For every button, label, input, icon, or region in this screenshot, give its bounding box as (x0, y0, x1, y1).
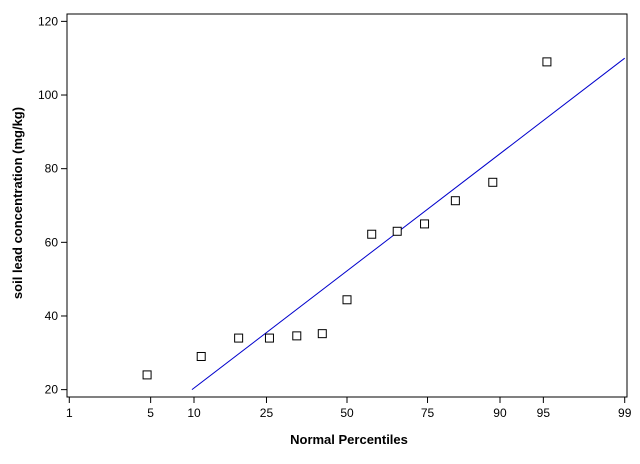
x-tick-label: 25 (260, 406, 274, 420)
y-tick-label: 20 (45, 383, 59, 397)
x-tick-label: 1 (66, 406, 73, 420)
y-tick-label: 60 (45, 235, 59, 249)
plot-frame (66, 13, 628, 398)
x-tick-label: 95 (537, 406, 551, 420)
data-point (367, 229, 377, 239)
data-point (342, 295, 352, 305)
data-point (450, 196, 460, 206)
data-point (317, 329, 327, 339)
y-axis-title: soil lead concentration (mg/kg) (10, 107, 25, 299)
data-point (142, 370, 152, 380)
x-tick-label: 99 (618, 406, 632, 420)
data-point (292, 331, 302, 341)
data-point (542, 57, 552, 67)
y-tick-label: 40 (45, 309, 59, 323)
x-tick-label: 10 (187, 406, 201, 420)
y-tick-label: 80 (45, 162, 59, 176)
data-point (264, 333, 274, 343)
x-tick-label: 90 (493, 406, 507, 420)
x-tick-label: 50 (340, 406, 354, 420)
x-tick-label: 75 (421, 406, 435, 420)
data-point (420, 219, 430, 229)
fit-line (191, 57, 626, 391)
data-point (488, 177, 498, 187)
data-point (392, 226, 402, 236)
x-tick-label: 5 (147, 406, 154, 420)
data-point (196, 351, 206, 361)
y-tick-label: 100 (38, 88, 58, 102)
y-tick-label: 120 (38, 14, 58, 28)
data-point (234, 333, 244, 343)
x-axis-title: Normal Percentiles (290, 432, 408, 447)
